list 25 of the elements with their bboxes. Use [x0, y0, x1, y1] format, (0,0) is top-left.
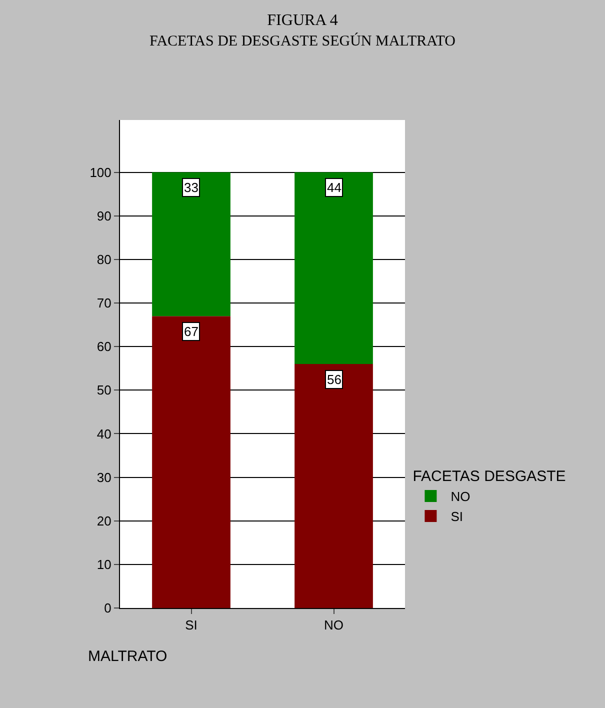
y-tick-label: 100 [90, 164, 112, 180]
y-tick-label: 80 [96, 252, 112, 267]
y-tick-label: 70 [96, 296, 112, 311]
bar [294, 172, 373, 364]
y-tick-label: 0 [104, 600, 112, 616]
data-label: 44 [327, 180, 342, 195]
legend-label: NO [450, 489, 470, 504]
y-tick-label: 10 [96, 556, 112, 572]
data-label: 56 [327, 372, 342, 387]
chart-subtitle: FACETAS DE DESGASTE SEGÚN MALTRATO [149, 32, 456, 50]
legend-label: SI [450, 509, 463, 524]
y-tick-label: 90 [96, 208, 112, 224]
y-tick-label: 40 [96, 426, 112, 442]
bar [152, 316, 230, 608]
x-axis-title: MALTRATO [88, 648, 168, 665]
chart-title: FIGURA 4 [267, 12, 338, 29]
y-tick-label: 30 [96, 470, 112, 485]
y-tick-label: 20 [96, 513, 112, 528]
legend-title: FACETAS DESGASTE [412, 468, 566, 486]
data-label: 33 [184, 180, 198, 195]
bar [152, 172, 230, 316]
bar [294, 364, 373, 608]
y-tick-label: 50 [96, 382, 112, 398]
y-tick-label: 60 [96, 339, 112, 354]
data-label: 67 [184, 324, 198, 339]
